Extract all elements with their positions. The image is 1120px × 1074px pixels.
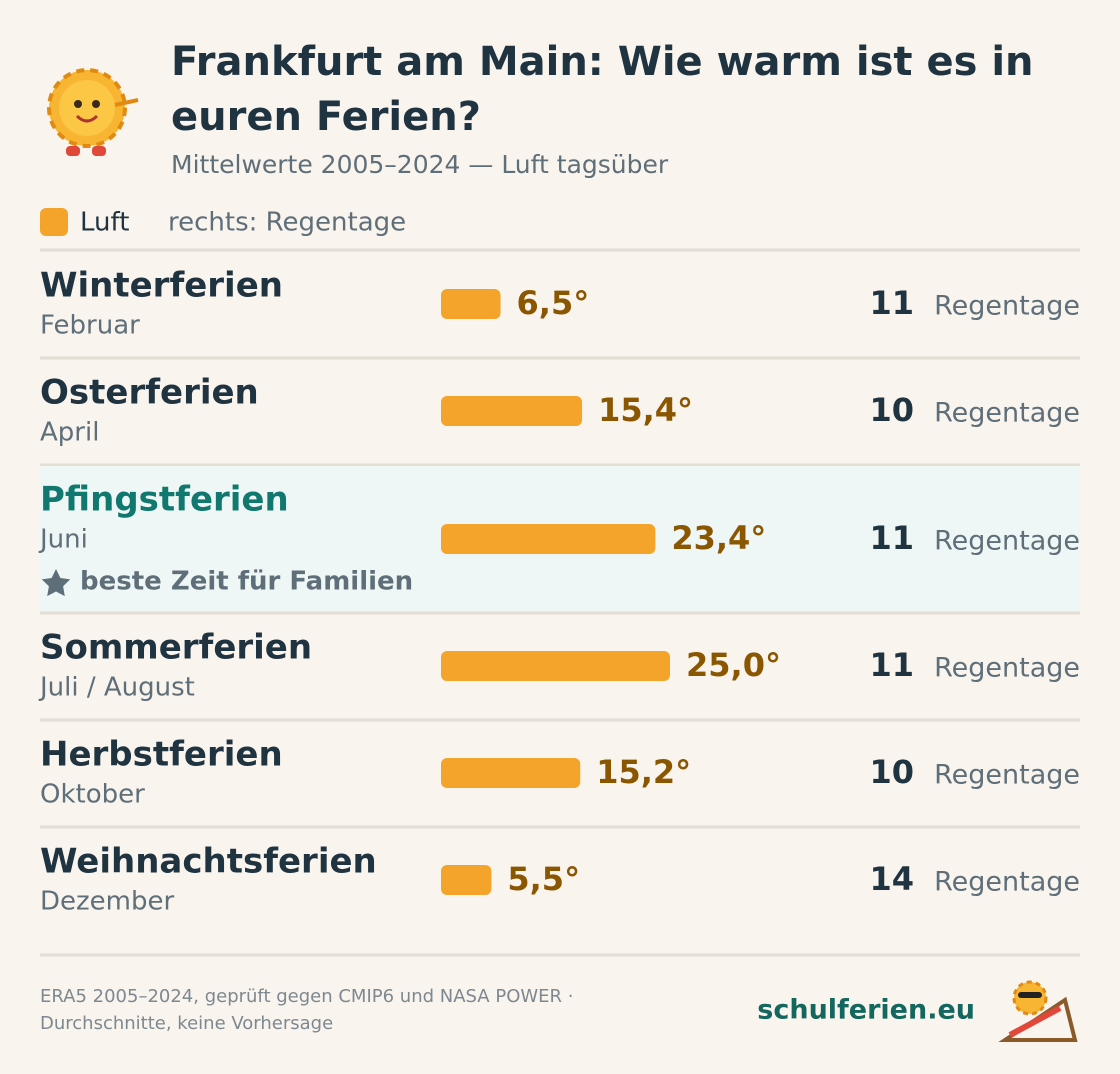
legend-label: Luft <box>80 208 129 238</box>
sun-mascot <box>47 68 139 156</box>
bar <box>441 396 583 426</box>
source: ERA5 2005–2024, geprüft gegen CMIP6 und … <box>40 986 573 1007</box>
value-label: 25,0° <box>686 646 781 684</box>
period-label: Juli / August <box>38 673 195 703</box>
bar <box>441 289 501 319</box>
rows: Winterferien Februar 6,5° 11 Regentage Osterf… <box>38 266 1080 917</box>
sun-chair-icon <box>998 980 1078 1042</box>
period-label: Juni <box>38 525 88 555</box>
rain-label: Regentage <box>934 760 1080 791</box>
category-label: Osterferien <box>40 373 259 413</box>
title: Frankfurt am Main: Wie warm ist es in <box>171 39 1034 85</box>
value-label: 6,5° <box>517 284 590 322</box>
bar <box>441 651 670 681</box>
note: beste Zeit für Familien <box>80 567 413 597</box>
category-label: Winterferien <box>40 266 283 306</box>
source: Durchschnitte, keine Vorhersage <box>40 1013 333 1034</box>
bar <box>441 524 656 554</box>
period-label: Februar <box>40 311 140 341</box>
value-label: 23,4° <box>671 519 766 557</box>
rain-days: 11 <box>869 284 914 322</box>
period-label: April <box>40 418 99 448</box>
period-label: Dezember <box>40 887 174 917</box>
category-label: Weihnachtsferien <box>40 842 377 882</box>
bar <box>441 758 581 788</box>
value-label: 15,2° <box>596 753 691 791</box>
category-label: Herbstferien <box>40 735 283 775</box>
rain-label: Regentage <box>934 526 1080 557</box>
category-label: Pfingstferien <box>40 480 289 520</box>
rain-days: 11 <box>869 519 914 557</box>
bar <box>441 865 492 895</box>
rain-label: Regentage <box>934 291 1080 322</box>
rain-days: 10 <box>869 391 914 429</box>
legend-note: rechts: Regentage <box>168 208 406 238</box>
rain-days: 14 <box>869 860 914 898</box>
rain-days: 10 <box>869 753 914 791</box>
value-label: 15,4° <box>598 391 693 429</box>
period-label: Oktober <box>40 780 145 810</box>
title: euren Ferien? <box>171 94 481 140</box>
category-label: Sommerferien <box>40 628 312 668</box>
brand: schulferien.eu <box>757 995 975 1026</box>
rain-label: Regentage <box>934 653 1080 684</box>
subtitle: Mittelwerte 2005–2024 — Luft tagsüber <box>171 150 669 179</box>
star-icon <box>41 569 71 597</box>
rain-label: Regentage <box>934 398 1080 429</box>
rain-label: Regentage <box>934 867 1080 898</box>
rain-days: 11 <box>869 646 914 684</box>
legend-swatch <box>40 208 68 236</box>
value-label: 5,5° <box>507 860 580 898</box>
